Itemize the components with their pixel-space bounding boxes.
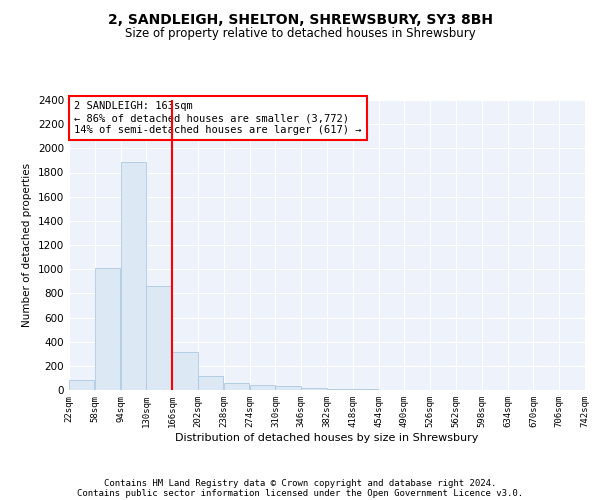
- Text: Contains public sector information licensed under the Open Government Licence v3: Contains public sector information licen…: [77, 488, 523, 498]
- Text: Contains HM Land Registry data © Crown copyright and database right 2024.: Contains HM Land Registry data © Crown c…: [104, 478, 496, 488]
- Y-axis label: Number of detached properties: Number of detached properties: [22, 163, 32, 327]
- Text: Size of property relative to detached houses in Shrewsbury: Size of property relative to detached ho…: [125, 28, 475, 40]
- Bar: [95, 268, 120, 390]
- Bar: [172, 352, 197, 390]
- Bar: [121, 162, 146, 390]
- Bar: [146, 286, 172, 390]
- Bar: [250, 385, 275, 390]
- Bar: [301, 388, 326, 390]
- Bar: [198, 376, 223, 390]
- X-axis label: Distribution of detached houses by size in Shrewsbury: Distribution of detached houses by size …: [175, 432, 479, 442]
- Bar: [224, 384, 249, 390]
- Text: 2, SANDLEIGH, SHELTON, SHREWSBURY, SY3 8BH: 2, SANDLEIGH, SHELTON, SHREWSBURY, SY3 8…: [107, 12, 493, 26]
- Text: 2 SANDLEIGH: 163sqm
← 86% of detached houses are smaller (3,772)
14% of semi-det: 2 SANDLEIGH: 163sqm ← 86% of detached ho…: [74, 102, 362, 134]
- Bar: [69, 380, 94, 390]
- Bar: [275, 386, 301, 390]
- Bar: [327, 389, 352, 390]
